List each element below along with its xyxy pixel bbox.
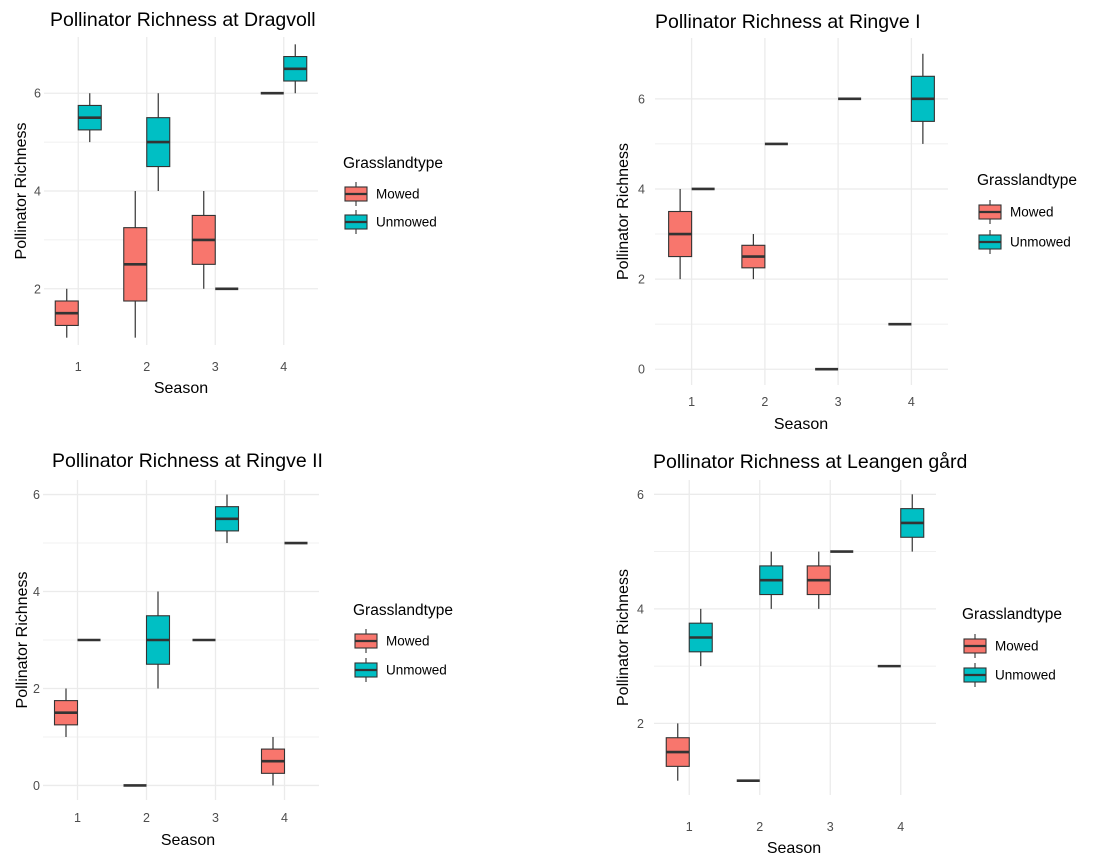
legend-key-unmowed: [963, 663, 987, 687]
y-tick-label: 2: [637, 717, 644, 731]
x-tick-label: 2: [761, 395, 768, 409]
legend-key-mowed: [963, 634, 987, 658]
x-tick-label: 1: [74, 811, 81, 825]
legend-label: Mowed: [995, 639, 1039, 654]
x-tick-label: 1: [688, 395, 695, 409]
x-axis-label: Season: [154, 380, 208, 397]
legend-title: Grasslandtype: [977, 172, 1077, 189]
box-mowed-season-1: [53, 688, 79, 737]
y-tick-label: 0: [638, 363, 645, 377]
box-unmowed-season-4: [283, 44, 308, 94]
box-mowed-season-1: [668, 188, 693, 280]
y-tick-label: 4: [637, 602, 644, 616]
y-axis-label: Pollinator Richness: [615, 143, 632, 280]
y-tick-label: 6: [34, 87, 41, 101]
x-tick-label: 2: [143, 811, 150, 825]
chart-title: Pollinator Richness at Ringve II: [52, 450, 323, 472]
legend-key-mowed: [978, 200, 1002, 224]
legend-label: Mowed: [376, 187, 420, 202]
y-tick-label: 6: [637, 488, 644, 502]
x-tick-label: 2: [143, 360, 150, 374]
y-axis-label: Pollinator Richness: [13, 123, 30, 260]
y-tick-label: 2: [638, 273, 645, 287]
box-mowed-season-3: [806, 551, 831, 609]
y-tick-label: 4: [33, 585, 40, 599]
x-tick-label: 3: [212, 360, 219, 374]
legend-title: Grasslandtype: [343, 155, 443, 172]
box-mowed-season-4: [260, 736, 286, 786]
y-tick-label: 2: [34, 282, 41, 296]
x-axis-label: Season: [774, 416, 828, 433]
x-tick-label: 3: [212, 811, 219, 825]
legend-label: Mowed: [1010, 205, 1054, 220]
y-tick-label: 4: [34, 185, 41, 199]
legend-label: Unmowed: [1010, 235, 1071, 250]
y-tick-label: 4: [638, 182, 645, 196]
box-unmowed-season-2: [145, 591, 171, 689]
x-tick-label: 3: [835, 395, 842, 409]
chart-title: Pollinator Richness at Ringve I: [655, 11, 921, 33]
legend-title: Grasslandtype: [353, 602, 453, 619]
box-mowed-season-2: [741, 234, 766, 280]
y-axis-label: Pollinator Richness: [14, 572, 31, 709]
chart-panel-1: 2 4 6 1 2 3 4 Pollinator Richness at Dragvoll Se…: [13, 9, 443, 397]
plot-area: [44, 37, 318, 345]
x-tick-label: 4: [281, 811, 288, 825]
chart-title: Pollinator Richness at Dragvoll: [50, 9, 316, 31]
chart-panel-4: 2 4 6 1 2 3 4 Pollinator Richness at Leangen gå…: [615, 451, 1062, 857]
legend-label: Unmowed: [376, 215, 437, 230]
chart-panel-3: 0 2 4 6 1 2 3 4 Pollinator Richness at Ringve II…: [14, 450, 453, 849]
box-unmowed-season-1: [77, 93, 102, 143]
legend-label: Mowed: [386, 634, 430, 649]
legend-key-mowed: [354, 629, 378, 653]
x-tick-label: 1: [75, 360, 82, 374]
plot-area: [654, 480, 936, 795]
legend-label: Unmowed: [995, 668, 1056, 683]
legend-key-unmowed: [354, 658, 378, 682]
box-mowed-season-2: [123, 191, 148, 338]
box-mowed-season-3: [191, 191, 216, 289]
x-tick-label: 4: [908, 395, 915, 409]
x-axis-label: Season: [161, 832, 215, 849]
legend: Grasslandtype Mowed Unmowed: [343, 155, 443, 234]
box-unmowed-season-1: [688, 608, 713, 667]
box-unmowed-season-3: [214, 494, 240, 544]
legend-label: Unmowed: [386, 663, 447, 678]
box-unmowed-season-2: [146, 93, 171, 191]
y-tick-label: 6: [33, 488, 40, 502]
legend-key-unmowed: [344, 210, 368, 234]
box-unmowed-season-4: [900, 494, 925, 552]
x-tick-label: 3: [827, 820, 834, 834]
y-axis-label: Pollinator Richness: [615, 569, 632, 706]
chart-panel-2: 0 2 4 6 1 2 3 4 Pollinator Richness at Ringve I S…: [615, 11, 1077, 433]
box-unmowed-season-2: [759, 551, 784, 609]
x-tick-label: 4: [897, 820, 904, 834]
box-mowed-season-1: [665, 723, 690, 781]
box-unmowed-season-4: [910, 53, 935, 144]
plot-area: [655, 38, 948, 385]
x-tick-label: 2: [756, 820, 763, 834]
y-tick-label: 2: [33, 682, 40, 696]
box-mowed-season-1: [54, 288, 79, 338]
legend: Grasslandtype Mowed Unmowed: [962, 606, 1062, 687]
x-axis-label: Season: [767, 840, 821, 857]
x-tick-label: 1: [686, 820, 693, 834]
x-tick-label: 4: [280, 360, 287, 374]
legend-key-unmowed: [978, 230, 1002, 254]
legend: Grasslandtype Mowed Unmowed: [353, 602, 453, 682]
y-tick-label: 6: [638, 92, 645, 106]
legend-key-mowed: [344, 182, 368, 206]
legend-title: Grasslandtype: [962, 606, 1062, 623]
plot-area: [43, 480, 319, 800]
chart-title: Pollinator Richness at Leangen gård: [653, 451, 967, 473]
legend: Grasslandtype Mowed Unmowed: [977, 172, 1077, 254]
y-tick-label: 0: [33, 779, 40, 793]
